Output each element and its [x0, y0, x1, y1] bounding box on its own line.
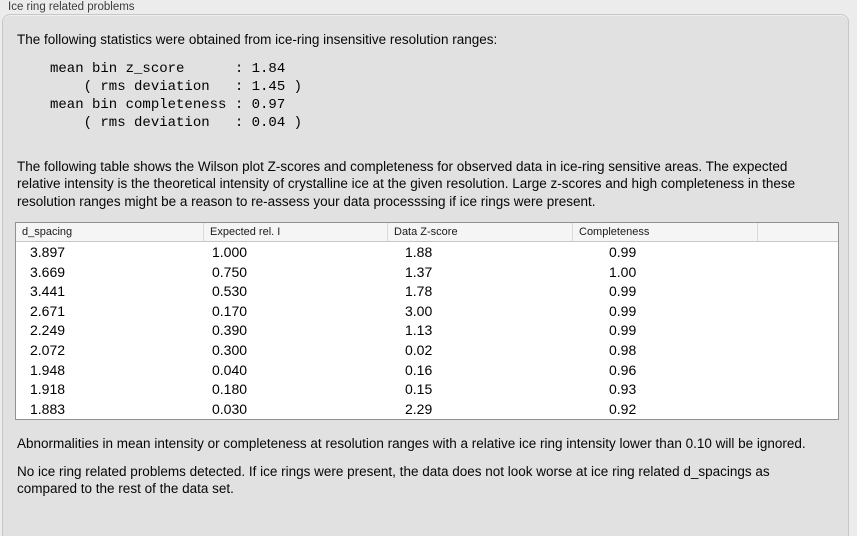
- table-cell: 1.88: [405, 244, 433, 260]
- table-body: 3.897 1.000 1.88 0.99 3.669 0.750 1.37 1.00 3.44…: [16, 242, 838, 419]
- table-cell: 1.000: [212, 244, 248, 260]
- table-cell: 0.15: [405, 381, 433, 398]
- table-cell: 0.99: [609, 283, 637, 300]
- groupbox-title: Ice ring related problems: [8, 1, 135, 13]
- table-header-row: d_spacing Expected rel. I Data Z-score C…: [16, 223, 838, 242]
- table-cell: 1.948: [30, 361, 66, 378]
- table-cell: 3.669: [30, 263, 66, 280]
- table-cell: 0.390: [212, 322, 248, 339]
- table-cell: 0.040: [212, 361, 248, 378]
- table-cell: 0.180: [212, 381, 248, 398]
- table-cell-empty: [758, 321, 838, 341]
- table-cell: 2.671: [30, 302, 66, 319]
- column-header-data-z-score[interactable]: Data Z-score: [388, 223, 573, 241]
- table-cell-empty: [758, 380, 838, 400]
- table-cell: 1.918: [30, 381, 66, 398]
- column-header-empty: [758, 223, 838, 241]
- table-cell: 2.072: [30, 341, 66, 358]
- table-cell-empty: [758, 361, 838, 381]
- table-row[interactable]: 2.249 0.390 1.13 0.99: [16, 321, 838, 341]
- table-cell-empty: [758, 302, 838, 322]
- table-cell: 0.93: [609, 381, 637, 398]
- table-cell: 0.96: [609, 361, 637, 378]
- table-cell-empty: [758, 263, 838, 283]
- ignore-note-text: Abnormalities in mean intensity or compl…: [17, 436, 806, 452]
- table-cell: 0.99: [609, 322, 637, 339]
- table-cell: 0.170: [212, 302, 248, 319]
- table-cell: 0.030: [212, 400, 248, 417]
- stats-block: mean bin z_score : 1.84 ( rms deviation …: [50, 60, 303, 131]
- table-cell-empty: [758, 243, 838, 263]
- table-cell-empty: [758, 341, 838, 361]
- table-cell: 0.16: [405, 361, 433, 378]
- table-cell: 0.300: [212, 341, 248, 358]
- table-cell: 0.02: [405, 341, 433, 358]
- table-row[interactable]: 1.918 0.180 0.15 0.93: [16, 380, 838, 400]
- table-cell: 3.00: [405, 302, 433, 319]
- table-row[interactable]: 2.671 0.170 3.00 0.99: [16, 302, 838, 322]
- table-row[interactable]: 3.441 0.530 1.78 0.99: [16, 282, 838, 302]
- table-cell: 2.29: [405, 400, 433, 417]
- column-header-expected-rel-i[interactable]: Expected rel. I: [204, 223, 388, 241]
- table-row[interactable]: 3.897 1.000 1.88 0.99: [16, 243, 838, 263]
- intro-text: The following statistics were obtained f…: [17, 32, 498, 47]
- conclusion-text: No ice ring related problems detected. I…: [17, 463, 770, 497]
- table-cell: 1.78: [405, 283, 433, 300]
- table-cell: 0.530: [212, 283, 248, 300]
- table-cell: 0.92: [609, 400, 637, 417]
- table-cell: 1.37: [405, 263, 433, 280]
- ice-ring-table: d_spacing Expected rel. I Data Z-score C…: [15, 222, 839, 421]
- table-row[interactable]: 1.948 0.040 0.16 0.96: [16, 361, 838, 381]
- table-cell-empty: [758, 400, 838, 420]
- table-row[interactable]: 1.883 0.030 2.29 0.92: [16, 400, 838, 420]
- table-cell: 0.99: [609, 244, 637, 260]
- table-cell: 1.00: [609, 263, 637, 280]
- column-header-completeness[interactable]: Completeness: [573, 223, 758, 241]
- ice-ring-panel: The following statistics were obtained f…: [2, 14, 849, 536]
- table-cell-empty: [758, 282, 838, 302]
- table-cell: 0.99: [609, 302, 637, 319]
- table-row[interactable]: 3.669 0.750 1.37 1.00: [16, 263, 838, 283]
- table-cell: 2.249: [30, 322, 66, 339]
- table-cell: 0.750: [212, 263, 248, 280]
- column-header-d-spacing[interactable]: d_spacing: [16, 223, 204, 241]
- description-text: The following table shows the Wilson plo…: [17, 158, 796, 209]
- table-cell: 3.441: [30, 283, 66, 300]
- table-cell: 3.897: [30, 244, 66, 260]
- table-cell: 1.883: [30, 400, 66, 417]
- table-row[interactable]: 2.072 0.300 0.02 0.98: [16, 341, 838, 361]
- table-cell: 1.13: [405, 322, 433, 339]
- table-cell: 0.98: [609, 341, 637, 358]
